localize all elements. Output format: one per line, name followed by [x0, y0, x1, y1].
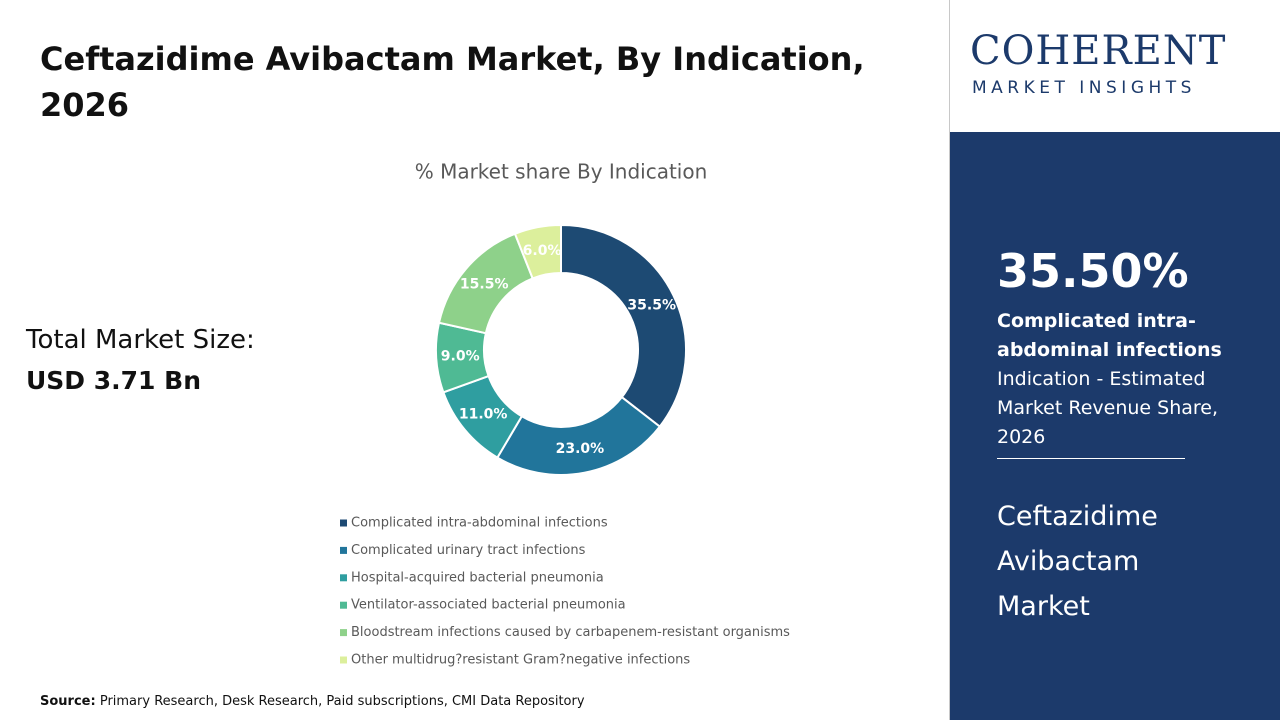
legend-swatch [340, 574, 347, 582]
highlight-segment: Complicated intra-abdominal infections [997, 310, 1222, 361]
legend-label: Ventilator-associated bacterial pneumoni… [351, 598, 626, 613]
logo-tagline: MARKET INSIGHTS [972, 78, 1196, 98]
slice [495, 395, 662, 476]
legend-swatch [340, 601, 347, 609]
data-label: 23.0% [556, 441, 605, 457]
data-label: 9.0% [441, 348, 480, 364]
source: Source: Primary Research, Desk Research,… [40, 694, 585, 709]
logo-name: COHERENT [970, 28, 1227, 74]
market-size-value: USD 3.71 Bn [26, 366, 201, 395]
chart-title: % Market share By Indication [415, 160, 708, 184]
legend-swatch [340, 656, 347, 664]
legend-swatch [340, 629, 347, 637]
data-label: 11.0% [459, 406, 508, 422]
legend-swatch [340, 519, 347, 527]
data-label: 35.5% [627, 298, 676, 314]
legend-label: Hospital-acquired bacterial pneumonia [351, 570, 604, 585]
legend-label: Bloodstream infections caused by carbape… [351, 625, 790, 640]
legend-label: Complicated intra-abdominal infections [351, 516, 608, 531]
legend-label: Complicated urinary tract infections [351, 543, 586, 558]
data-label: 15.5% [460, 276, 509, 292]
source-text: Primary Research, Desk Research, Paid su… [99, 694, 585, 709]
slide-title: Ceftazidime Avibactam Market, By Indicat… [40, 40, 865, 124]
highlight-description: Indication - Estimated Market Revenue Sh… [997, 368, 1219, 448]
side-panel: COHERENT MARKET INSIGHTS 35.50% Complica… [949, 0, 1280, 720]
legend-label: Other multidrug?resistant Gram?negative … [351, 653, 690, 668]
divider [997, 458, 1185, 459]
highlight-market: Ceftazidime Avibactam Market [997, 501, 1158, 622]
legend-swatch [340, 546, 347, 554]
slice [513, 223, 562, 280]
source-label: Source: [40, 694, 96, 709]
chart: % Market share By Indication 35.5% 23.0% 1… [340, 160, 790, 668]
market-size-label: Total Market Size: [26, 325, 255, 355]
slice [560, 223, 687, 429]
data-label: 6.0% [523, 243, 562, 259]
highlight-value: 35.50% [997, 244, 1189, 298]
highlight-panel: 35.50% Complicated intra-abdominal infec… [950, 132, 1280, 720]
